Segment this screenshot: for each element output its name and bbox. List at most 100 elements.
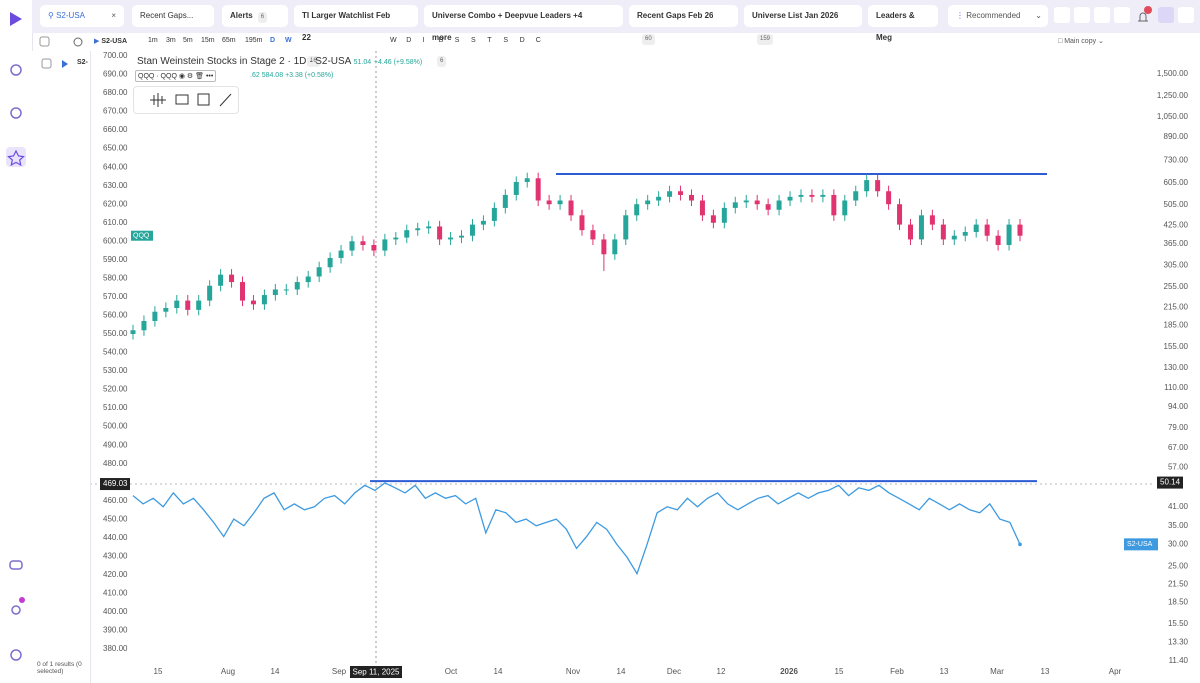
- icon-button[interactable]: [1114, 7, 1130, 23]
- candle-body: [699, 200, 705, 216]
- settings-icon[interactable]: [73, 37, 83, 47]
- watchlist-row-icons: [41, 58, 68, 69]
- toolbar-letter[interactable]: W: [390, 37, 397, 44]
- candle-body: [360, 241, 366, 245]
- icon-button[interactable]: [1054, 7, 1070, 23]
- toolbar-letter[interactable]: I: [422, 37, 425, 44]
- top-bar: ⚲ S2-USA × Recent Gaps... Alerts 6 TI Large…: [32, 0, 1200, 67]
- interval[interactable]: 5m: [183, 37, 193, 44]
- y2-tick-label: 425.00: [1164, 221, 1189, 230]
- candle-body: [294, 282, 300, 290]
- toolbar-letter[interactable]: S: [454, 37, 460, 44]
- help-icon[interactable]: [10, 649, 22, 661]
- y2-tick-label: 1,050.00: [1157, 112, 1189, 121]
- interval[interactable]: 3m: [166, 37, 176, 44]
- candle-body: [678, 191, 684, 195]
- bell-icon[interactable]: [1138, 12, 1148, 22]
- toolbar-letter[interactable]: S: [503, 37, 509, 44]
- candle-body: [305, 276, 311, 283]
- candle-body: [721, 207, 727, 223]
- y2-tick-label: 25.00: [1168, 561, 1189, 570]
- tab[interactable]: Leaders & Meg: [868, 5, 938, 42]
- search-clear[interactable]: ×: [111, 11, 116, 20]
- icon-button[interactable]: [1158, 7, 1174, 23]
- toolbar-letter[interactable]: B: [438, 37, 444, 44]
- tab-badge: 6: [437, 56, 447, 67]
- tab-badge: 6: [257, 12, 268, 23]
- toolbar-letter[interactable]: T: [487, 37, 492, 44]
- interval[interactable]: 65m: [222, 37, 236, 44]
- candle-body: [897, 204, 903, 225]
- watchlist-item[interactable]: S2-: [77, 59, 88, 66]
- toolbar-letter[interactable]: D: [519, 37, 525, 44]
- series-line: [132, 482, 1021, 576]
- candle-body: [316, 267, 322, 277]
- recommended-label: Recommended: [966, 11, 1021, 20]
- tool-icon[interactable]: [150, 93, 166, 107]
- tab[interactable]: Universe Combo + Deepvue Leaders +4 more…: [424, 5, 623, 67]
- interval[interactable]: 15m: [201, 37, 215, 44]
- recommended-select[interactable]: ⋮ Recommended ⌄: [948, 5, 1048, 27]
- toolbar-letter[interactable]: C: [535, 37, 541, 44]
- tab-label: Universe Combo + Deepvue Leaders +4 more: [432, 11, 583, 42]
- nav-icon[interactable]: [11, 605, 21, 615]
- nav-icon[interactable]: [10, 107, 22, 119]
- y-tick-label: 500.00: [103, 422, 128, 431]
- chart-background: [90, 51, 1200, 683]
- nav-active[interactable]: [6, 147, 26, 167]
- candle-body: [590, 230, 596, 240]
- search-box[interactable]: ⚲ S2-USA ×: [40, 5, 124, 27]
- sub-legend-values: .62 584.08 +3.38 (+0.58%): [250, 72, 333, 79]
- candle-body: [886, 191, 892, 205]
- candle-body: [283, 289, 289, 291]
- nav-icon: [7, 149, 25, 167]
- interval[interactable]: 195m: [245, 37, 263, 44]
- interval[interactable]: W: [285, 37, 292, 44]
- y-tick-label: 420.00: [103, 570, 128, 579]
- toolbar-letter[interactable]: D: [406, 37, 412, 44]
- interval[interactable]: 1m: [148, 37, 158, 44]
- toolbar-symbol[interactable]: ▶ S2-USA: [94, 37, 127, 45]
- tab[interactable]: Recent Gaps...: [132, 5, 214, 27]
- tab[interactable]: Alerts 6: [222, 5, 288, 27]
- candle-body: [207, 285, 213, 301]
- watchlist-footer: 0 of 1 results (0 selected): [37, 661, 82, 675]
- sub-legend-box[interactable]: QQQ · QQQ ◉ ⚙ 🗑 •••: [135, 70, 217, 82]
- x-tick-label: 15: [835, 667, 844, 676]
- tab-badge: 60: [642, 34, 655, 45]
- tool-icon[interactable]: [219, 93, 232, 107]
- candle-body: [437, 226, 443, 240]
- tab[interactable]: TI Larger Watchlist Feb 22 16: [294, 5, 418, 67]
- x-tick-label: Sep: [332, 667, 347, 676]
- tool-icon[interactable]: [197, 93, 210, 106]
- candle-body: [820, 194, 826, 197]
- candle-body: [141, 320, 147, 331]
- crosshair-y2-box: [1157, 476, 1183, 489]
- tool-icon[interactable]: [175, 94, 189, 105]
- interval[interactable]: D: [270, 37, 276, 44]
- y-tick-label: 650.00: [103, 144, 128, 153]
- x-tick-label: 13: [1041, 667, 1050, 676]
- candle-body: [907, 224, 913, 240]
- tab[interactable]: Universe List Jan 2026 159: [744, 5, 862, 45]
- symbol-text: S2-USA: [101, 38, 128, 45]
- y2-tick-label: 13.30: [1168, 637, 1189, 646]
- layout-select[interactable]: □ Main copy ⌄: [1058, 38, 1104, 45]
- candle-body: [174, 300, 180, 309]
- candle-body: [240, 282, 246, 301]
- plot: Sep 11, 2025 469.03 50.14 QQQ S2-USA 30.00: [90, 51, 1189, 678]
- tab[interactable]: Recent Gaps Feb 26 60: [629, 5, 738, 45]
- checkbox[interactable]: [39, 36, 50, 47]
- checkbox[interactable]: [41, 58, 52, 69]
- y-tick-label: 540.00: [103, 348, 128, 357]
- tab-label: Recent Gaps...: [140, 11, 194, 20]
- nav-icon[interactable]: [9, 560, 23, 570]
- icon-button[interactable]: [1074, 7, 1090, 23]
- watchlist-panel: S2- 0 of 1 results (0 selected): [32, 51, 91, 683]
- toolbar-letter[interactable]: S: [471, 37, 476, 44]
- nav-icon[interactable]: [10, 64, 22, 76]
- icon-button[interactable]: [1178, 7, 1194, 23]
- icon-button[interactable]: [1094, 7, 1110, 23]
- candle-body: [250, 300, 256, 305]
